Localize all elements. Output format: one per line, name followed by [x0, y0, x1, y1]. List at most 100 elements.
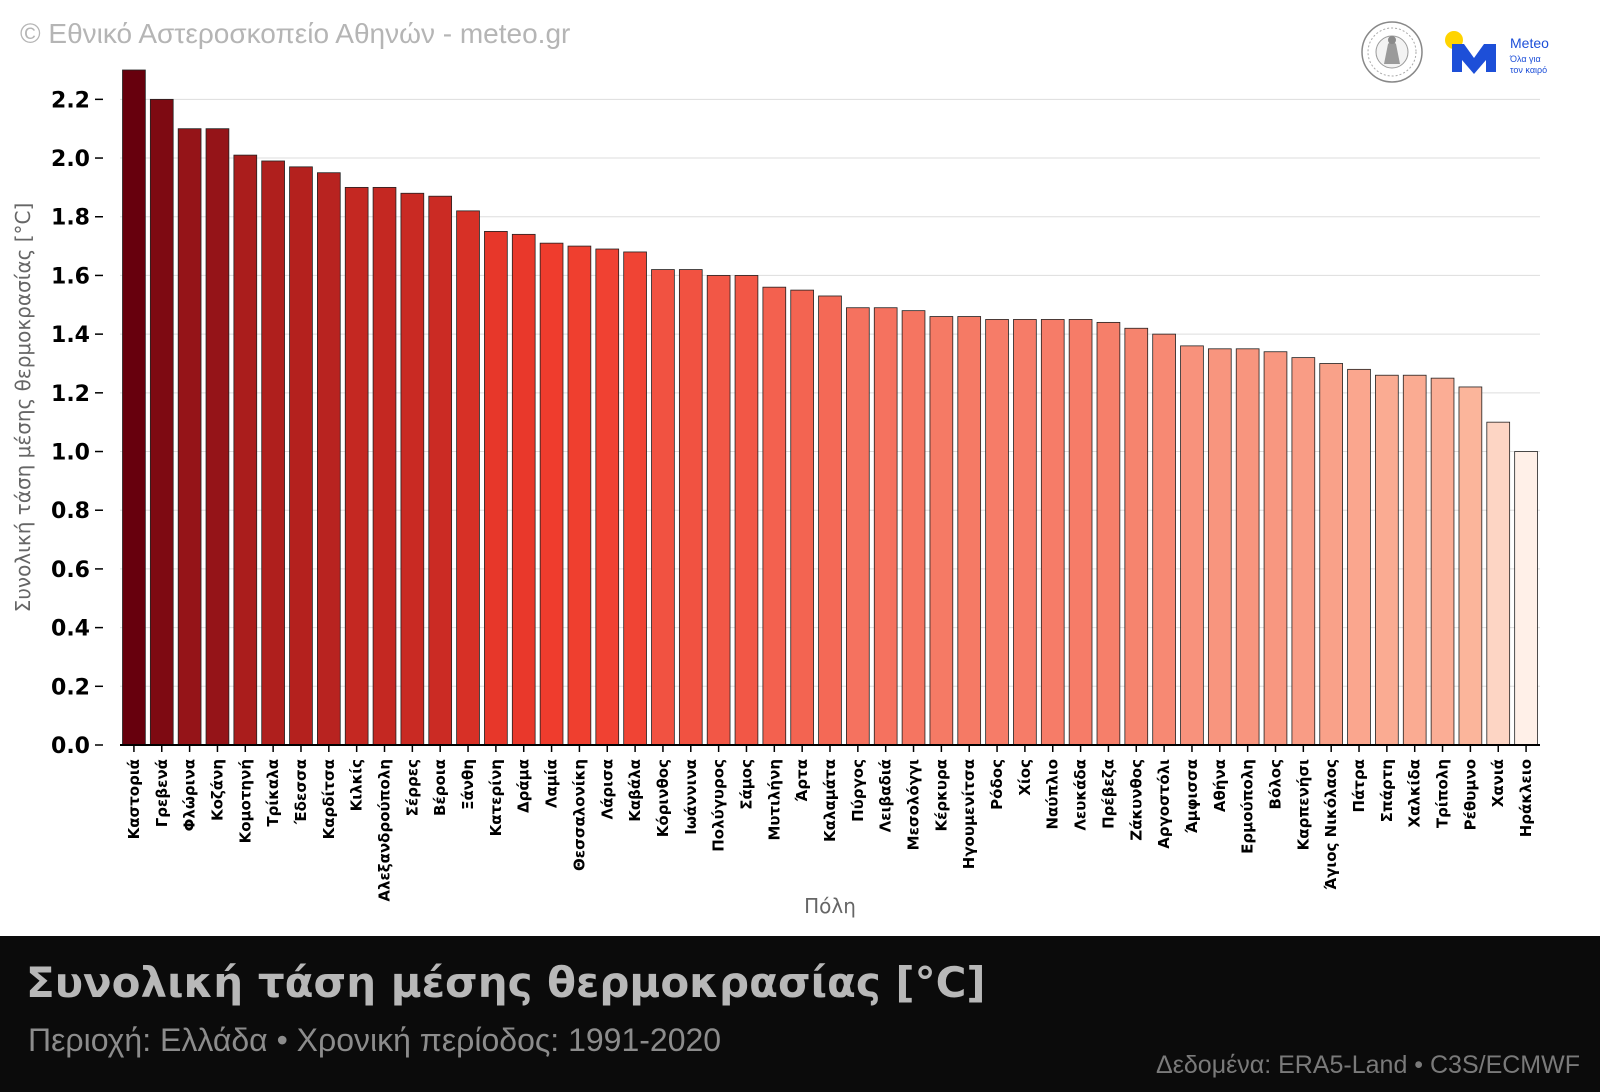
- x-tick-label: Σάμος: [737, 759, 755, 810]
- x-tick-label: Ζάκυνθος: [1127, 759, 1145, 841]
- x-tick-label: Λευκάδα: [1072, 759, 1090, 831]
- bar: [1458, 386, 1483, 746]
- bar: [289, 166, 313, 746]
- bar: [734, 275, 759, 746]
- x-tick-label: Άμφισσα: [1183, 759, 1201, 833]
- bar: [762, 286, 787, 746]
- bar: [1347, 368, 1371, 746]
- bar: [901, 310, 926, 746]
- bar: [957, 316, 982, 746]
- bar: [985, 319, 1009, 746]
- bar: [177, 128, 202, 746]
- y-tick-label: 1.2: [51, 382, 90, 407]
- copyright-text: © Εθνικό Αστεροσκοπείο Αθηνών - meteo.gr: [20, 18, 571, 49]
- bar: [1319, 363, 1343, 746]
- x-tick-label: Ιωάννινα: [682, 759, 700, 835]
- x-tick-label: Κατερίνη: [487, 759, 505, 836]
- x-tick-labels: Καστοριά Γρεβενά Φλώρινα Κοζάνη Κομοτηνή Τρίκ…: [125, 745, 1535, 902]
- x-tick-label: Λάρισα: [598, 759, 616, 819]
- bar: [1486, 421, 1511, 746]
- bar: [372, 186, 397, 746]
- x-tick-label: Δράμα: [515, 759, 533, 813]
- bar: [456, 210, 480, 746]
- logos: Meteo Όλα για τον καιρό: [1361, 21, 1549, 83]
- bar: [846, 307, 870, 746]
- bar: [233, 154, 258, 746]
- bar: [651, 269, 675, 746]
- x-tick-label: Αλεξανδρούπολη: [376, 759, 394, 902]
- bar: [1235, 348, 1260, 746]
- bar: [1291, 357, 1316, 746]
- x-tick-label: Φλώρινα: [181, 759, 199, 831]
- x-tick-label: Πύργος: [849, 759, 867, 822]
- y-tick-labels: 0.0 0.2 0.4 0.6 0.8 1.0 1.2 1.4 1.6 1.8 2.0 2.2: [51, 88, 103, 759]
- x-axis-label: Πόλη: [804, 894, 856, 918]
- x-tick-label: Σπάρτη: [1378, 759, 1396, 822]
- x-tick-label: Κιλκίς: [348, 759, 366, 811]
- x-tick-label: Βέροια: [431, 759, 449, 816]
- bar: [873, 307, 898, 746]
- footer-source: Δεδομένα: ERA5-Land • C3S/ECMWF: [1156, 1051, 1580, 1079]
- bar: [1124, 327, 1149, 746]
- y-tick-label: 0.8: [51, 499, 90, 524]
- bar: [261, 160, 285, 746]
- bar: [428, 195, 453, 746]
- bar-chart: 0.0 0.2 0.4 0.6 0.8 1.0 1.2 1.4 1.6 1.8 2.0 2.2 Κασ…: [11, 69, 1540, 918]
- x-tick-label: Έδεσσα: [292, 759, 310, 825]
- bar: [1040, 319, 1065, 746]
- footer-banner: Συνολική τάση μέσης θερμοκρασίας [°C] Πε…: [0, 936, 1600, 1092]
- y-tick-label: 1.8: [51, 206, 90, 231]
- bar: [929, 316, 954, 746]
- bar: [1375, 374, 1399, 746]
- x-tick-label: Λειβαδιά: [877, 759, 895, 832]
- bar: [1068, 319, 1093, 746]
- x-tick-label: Κέρκυρα: [932, 759, 950, 832]
- x-tick-label: Πάτρα: [1350, 759, 1368, 812]
- footer-title: Συνολική τάση μέσης θερμοκρασίας [°C]: [26, 958, 986, 1007]
- y-tick-label: 0.2: [51, 675, 90, 700]
- x-tick-label: Ηγουμενίτσα: [960, 759, 978, 869]
- bar: [539, 242, 564, 746]
- x-tick-label: Άγιος Νικόλαος: [1322, 759, 1340, 890]
- x-tick-label: Καστοριά: [125, 759, 143, 839]
- footer-subtitle: Περιοχή: Ελλάδα • Χρονική περίοδος: 1991…: [28, 1022, 722, 1058]
- x-tick-label: Άρτα: [793, 759, 811, 802]
- bar: [511, 233, 536, 746]
- bar: [623, 251, 647, 746]
- x-tick-label: Μεσολόγγι: [905, 759, 923, 850]
- x-tick-label: Γρεβενά: [153, 759, 171, 827]
- y-tick-label: 0.4: [51, 617, 90, 642]
- bar: [1207, 348, 1232, 746]
- meteo-logo-slogan-2: τον καιρό: [1510, 65, 1547, 75]
- x-tick-label: Καβάλα: [626, 759, 644, 822]
- x-tick-label: Ξάνθη: [459, 759, 477, 810]
- x-tick-label: Βόλος: [1266, 759, 1284, 809]
- bar: [790, 289, 814, 746]
- y-tick-label: 1.6: [51, 264, 90, 289]
- x-tick-label: Λαμία: [543, 759, 561, 808]
- y-tick-label: 1.0: [51, 441, 90, 466]
- bars: [122, 69, 1538, 746]
- y-axis-label: Συνολική τάση μέσης θερμοκρασίας [°C]: [11, 203, 35, 613]
- x-tick-label: Τρίκαλα: [264, 759, 282, 827]
- x-tick-label: Αθήνα: [1211, 759, 1229, 812]
- x-tick-label: Καρπενήσι: [1294, 759, 1312, 850]
- bar: [1152, 333, 1176, 746]
- meteo-logo-text: Meteo: [1510, 35, 1549, 51]
- meteo-logo: Meteo Όλα για τον καιρό: [1445, 31, 1549, 75]
- bar: [1430, 377, 1455, 746]
- bar: [344, 186, 369, 746]
- x-tick-label: Χανιά: [1489, 759, 1507, 807]
- x-tick-label: Κοζάνη: [208, 759, 226, 821]
- x-tick-label: Ρόδος: [988, 759, 1006, 810]
- x-tick-label: Χίος: [1016, 759, 1034, 796]
- x-tick-label: Ηράκλειο: [1517, 759, 1535, 837]
- y-tick-label: 2.0: [51, 147, 90, 172]
- y-tick-label: 2.2: [51, 88, 90, 113]
- bar: [1402, 374, 1427, 746]
- observatory-seal-logo: [1361, 21, 1423, 83]
- bar: [400, 192, 425, 746]
- bar: [1013, 319, 1037, 746]
- bar: [1263, 351, 1288, 746]
- x-tick-label: Κόρινθος: [654, 759, 672, 837]
